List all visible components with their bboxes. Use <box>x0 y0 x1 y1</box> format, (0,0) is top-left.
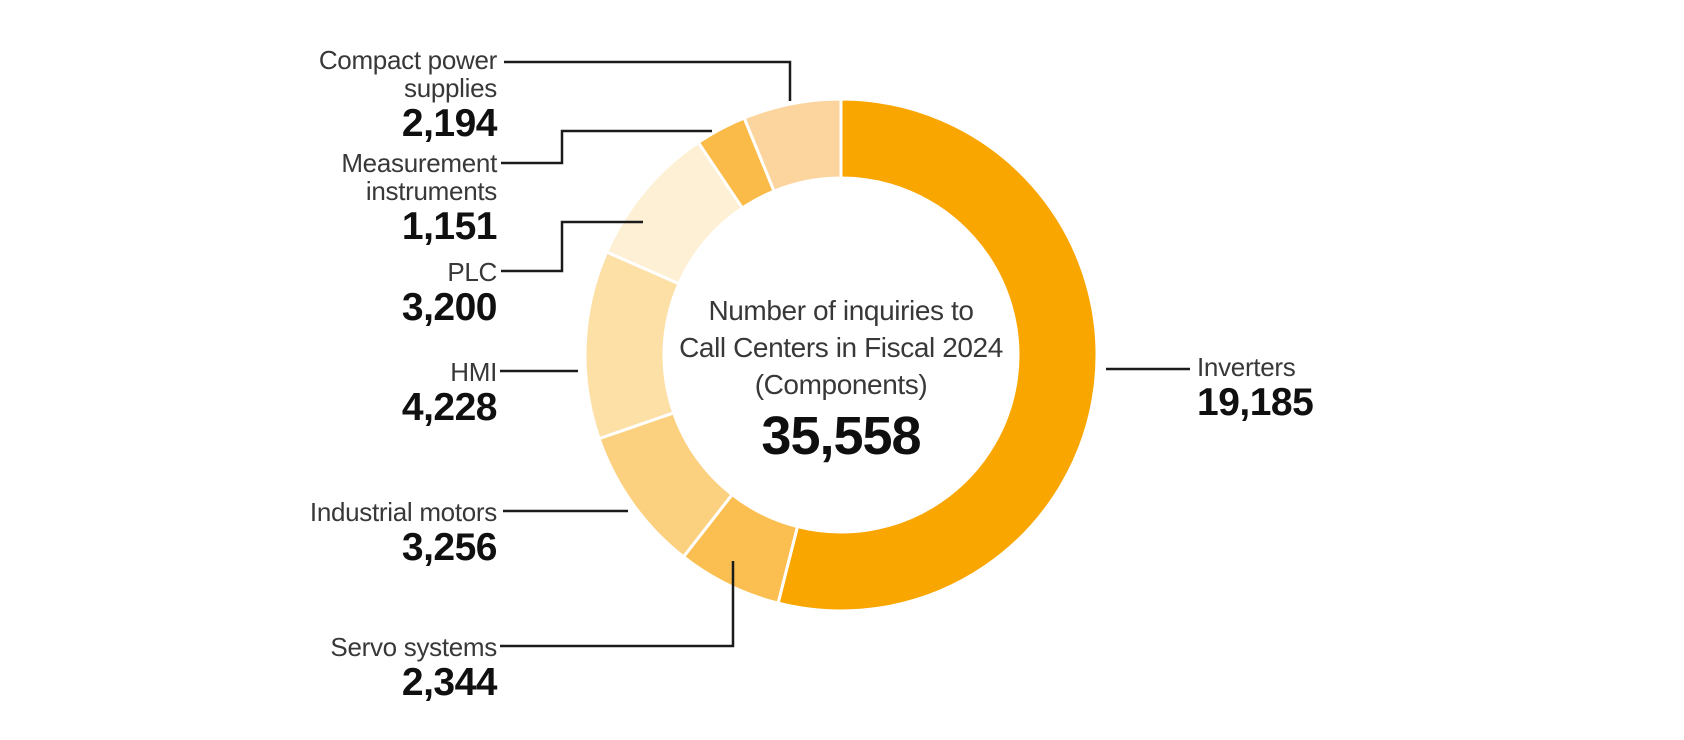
segment-label: Compact power <box>318 45 497 75</box>
chart-total-value: 35,558 <box>761 406 921 466</box>
label-servo-systems: Servo systems 2,344 <box>330 633 497 703</box>
label-inverters: Inverters 19,185 <box>1197 352 1314 424</box>
segment-label: Servo systems <box>330 632 497 662</box>
segment-value: 3,200 <box>401 286 498 329</box>
callout-line-servo-systems <box>500 561 735 648</box>
donut-segment-compact-power-supplies <box>742 97 843 193</box>
segment-label: supplies <box>404 73 497 103</box>
segment-label: Industrial motors <box>309 497 497 527</box>
segment-value: 4,228 <box>401 386 498 429</box>
donut-center-text: Number of inquiries to Call Centers in F… <box>591 292 1091 465</box>
label-hmi: HMI 4,228 <box>401 357 498 429</box>
label-industrial-motors: Industrial motors 3,256 <box>309 497 498 569</box>
segment-value: 3,256 <box>401 526 498 569</box>
segment-value: 2,344 <box>401 661 498 704</box>
segment-label: HMI <box>450 357 497 387</box>
chart-title-line: Call Centers in Fiscal 2024 <box>679 332 1003 363</box>
callout-line-plc <box>501 220 643 273</box>
callout-line-compact-power-supplies <box>504 60 792 101</box>
segment-label: Measurement <box>341 148 497 178</box>
segment-value: 19,185 <box>1197 381 1314 424</box>
callout-line-measurement-instruments <box>501 129 712 165</box>
segment-label: Inverters <box>1197 352 1296 382</box>
chart-title-line: (Components) <box>754 369 928 400</box>
donut-segment-inverters <box>776 97 1099 613</box>
segment-value: 2,194 <box>401 102 498 145</box>
label-plc: PLC 3,200 <box>401 257 498 329</box>
segment-value: 1,151 <box>401 205 498 248</box>
segment-label: instruments <box>365 176 497 206</box>
label-compact-power-supplies: Compact power supplies 2,194 <box>318 45 498 145</box>
chart-title-line: Number of inquiries to <box>708 295 974 326</box>
segment-label: PLC <box>447 257 497 287</box>
label-measurement-instruments: Measurement instruments 1,151 <box>341 149 497 247</box>
